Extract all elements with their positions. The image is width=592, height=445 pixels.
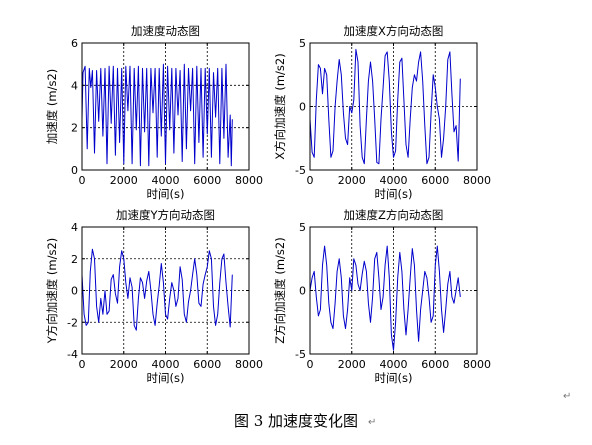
series-line: [81, 248, 233, 331]
paragraph-mark-2: ↵: [368, 417, 377, 428]
y-tick-label: 5: [299, 221, 306, 234]
x-tick-label: 2000: [338, 358, 366, 371]
y-tick-label: 6: [71, 37, 78, 50]
x-tick-label: 4000: [380, 174, 408, 187]
y-tick-label: -5: [295, 164, 306, 177]
x-tick-label: 0: [79, 174, 86, 187]
y-tick-label: 2: [71, 122, 78, 135]
chart-title: 加速度Z方向动态图: [344, 208, 444, 222]
y-tick-label: -2: [67, 316, 78, 329]
x-tick-label: 2000: [338, 174, 366, 187]
y-axis-label: Y方向加速度 (m/s2): [45, 238, 59, 345]
figure-caption: 图 3 加速度变化图: [233, 412, 359, 430]
x-tick-label: 4000: [380, 358, 408, 371]
y-tick-label: -5: [295, 348, 306, 361]
chart-acceleration-z: 0 2000 4000 6000 8000-505加速度Z方向动态图时间(s)Z方向加速…: [273, 208, 491, 385]
y-axis-label: X方向加速度 (m/s2): [273, 53, 287, 159]
x-tick-label: 8000: [235, 358, 263, 371]
x-tick-label: 6000: [193, 358, 221, 371]
x-tick-label: 0: [307, 174, 314, 187]
y-tick-label: 5: [299, 37, 306, 50]
y-axis-label: 加速度 (m/s2): [45, 69, 59, 145]
y-tick-label: 2: [71, 253, 78, 266]
x-tick-label: 6000: [421, 358, 449, 371]
y-tick-label: 0: [71, 164, 78, 177]
series-line: [309, 245, 461, 351]
y-tick-label: 0: [299, 101, 306, 114]
series-line: [81, 63, 233, 167]
y-tick-label: -4: [67, 348, 78, 361]
x-axis-label: 时间(s): [375, 371, 413, 385]
x-tick-label: 2000: [110, 174, 138, 187]
x-tick-label: 6000: [421, 174, 449, 187]
y-tick-label: 0: [299, 285, 306, 298]
x-tick-label: 4000: [152, 358, 180, 371]
x-tick-label: 2000: [110, 358, 138, 371]
x-tick-label: 8000: [463, 358, 491, 371]
paragraph-mark-1: ↵: [563, 391, 572, 402]
x-tick-label: 0: [79, 358, 86, 371]
x-axis-label: 时间(s): [147, 371, 185, 385]
y-tick-label: 0: [71, 285, 78, 298]
x-tick-label: 8000: [463, 174, 491, 187]
x-axis-label: 时间(s): [375, 187, 413, 201]
y-tick-label: 4: [71, 79, 78, 92]
chart-title: 加速度Y方向动态图: [116, 208, 215, 222]
x-tick-label: 6000: [193, 174, 221, 187]
y-tick-label: 4: [71, 221, 78, 234]
x-tick-label: 4000: [152, 174, 180, 187]
y-axis-label: Z方向加速度 (m/s2): [273, 237, 287, 343]
x-tick-label: 8000: [235, 174, 263, 187]
series-line: [309, 48, 461, 165]
chart-acceleration-x: 0 2000 4000 6000 8000-505加速度X方向动态图时间(s)X方向加速…: [273, 24, 491, 201]
x-tick-label: 0: [307, 358, 314, 371]
x-axis-label: 时间(s): [147, 187, 185, 201]
chart-title: 加速度动态图: [131, 24, 200, 38]
chart-title: 加速度X方向动态图: [344, 24, 444, 38]
